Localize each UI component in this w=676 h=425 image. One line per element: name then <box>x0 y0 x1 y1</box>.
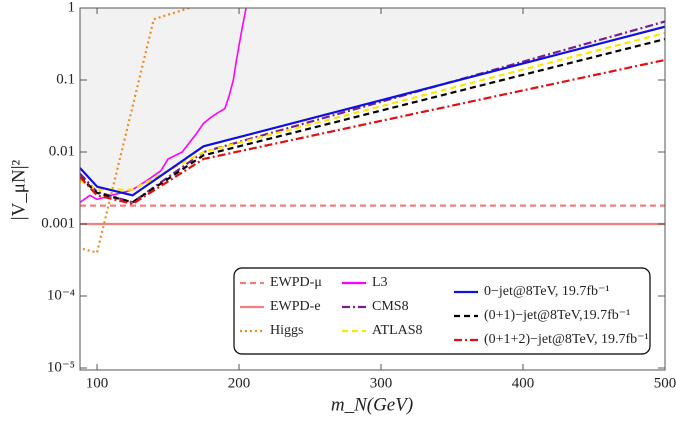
legend-label: ATLAS8 <box>372 323 423 338</box>
series-line <box>80 38 665 204</box>
x-tick-label: 200 <box>228 375 251 391</box>
x-tick-label: 300 <box>370 375 393 391</box>
legend-box <box>233 267 651 355</box>
plot-area <box>80 8 665 254</box>
legend-label: (0+1)−jet@8TeV,19.7fb⁻¹ <box>484 308 630 323</box>
y-axis-label: |V_μN|² <box>8 159 29 220</box>
legend-label: 0−jet@8TeV, 19.7fb⁻¹ <box>484 284 610 299</box>
x-tick-label: 400 <box>512 375 535 391</box>
x-tick-label: 500 <box>654 375 676 391</box>
legend-label: EWPD-e <box>270 299 321 314</box>
legend-label: CMS8 <box>372 299 409 314</box>
y-tick-label: 0.1 <box>56 71 75 87</box>
x-tick-label: 100 <box>86 375 109 391</box>
y-tick-label: 10⁻⁴ <box>47 287 75 303</box>
series-line <box>80 8 247 203</box>
plot-frame <box>79 7 666 371</box>
legend-label: EWPD-μ <box>270 275 322 290</box>
legend-label: (0+1+2)−jet@8TeV, 19.7fb⁻¹ <box>484 332 649 347</box>
series-line <box>80 58 665 206</box>
legend-label: L3 <box>372 275 388 290</box>
y-tick-label: 0.001 <box>41 215 75 231</box>
y-tick-label: 1 <box>68 0 76 15</box>
legend-label: Higgs <box>270 323 303 338</box>
y-tick-label: 10⁻⁵ <box>47 359 75 375</box>
series-line <box>80 25 665 197</box>
x-axis-label: m_N(GeV) <box>331 394 413 415</box>
y-tick-label: 0.01 <box>49 143 75 159</box>
